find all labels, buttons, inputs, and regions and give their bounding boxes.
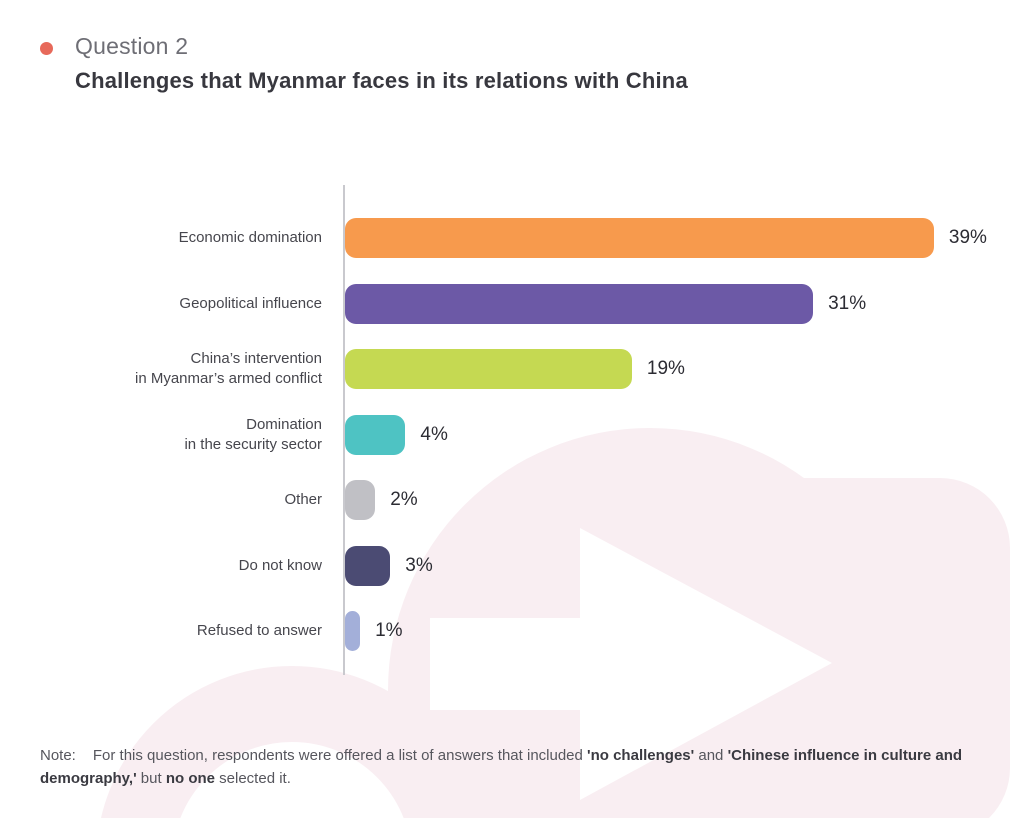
bar [345, 283, 814, 324]
footnote: Note: For this question, respondents were… [40, 744, 972, 791]
bar [345, 611, 361, 651]
footnote-text: For this question, respondents were offe… [40, 747, 963, 788]
chart-row: Geopolitical influence 31% [0, 283, 1024, 324]
bar-track: 39% [345, 218, 987, 258]
bar-track: 3% [345, 545, 433, 586]
question-number: Question 2 [75, 33, 189, 59]
bar-track: 1% [345, 611, 403, 651]
bar-chart: Economic domination 39% Geopolitical influ… [0, 185, 1024, 675]
bullet-icon [40, 42, 53, 55]
category-label: China’s intervention in Myanmar’s armed c… [134, 350, 322, 387]
bar [345, 545, 391, 586]
value-label: 2% [390, 489, 418, 510]
chart-row: Other 2% [0, 480, 1024, 520]
bar [345, 480, 376, 520]
category-label: Economic domination [178, 229, 322, 246]
value-label: 19% [646, 358, 685, 379]
bar [345, 349, 632, 389]
bar-track: 2% [345, 480, 418, 520]
chart-row: Domination in the security sector 4% [0, 414, 1024, 455]
chart-row: Refused to answer 1% [0, 611, 1024, 651]
footnote-prefix: Note: [40, 747, 76, 764]
value-label: 1% [375, 620, 403, 641]
category-label: Other [284, 491, 322, 508]
chart-header: Question 2 Challenges that Myanmar faces… [75, 33, 688, 94]
bar-track: 4% [345, 414, 448, 455]
chart-row: Economic domination 39% [0, 218, 1024, 258]
category-label: Refused to answer [196, 622, 322, 639]
category-label: Domination in the security sector [184, 415, 322, 453]
value-label: 3% [405, 554, 433, 576]
bar-track: 19% [345, 349, 685, 389]
chart-row: China’s intervention in Myanmar’s armed c… [0, 349, 1024, 389]
bar [345, 414, 406, 455]
bar-track: 31% [345, 283, 867, 324]
chart-row: Do not know 3% [0, 545, 1024, 586]
category-label: Do not know [238, 556, 322, 574]
category-label: Geopolitical influence [179, 294, 322, 312]
value-label: 31% [828, 292, 867, 314]
chart-title: Challenges that Myanmar faces in its rel… [75, 68, 688, 93]
y-axis-line [343, 185, 345, 675]
bar [345, 218, 934, 258]
value-label: 39% [948, 227, 987, 248]
value-label: 4% [420, 423, 448, 445]
